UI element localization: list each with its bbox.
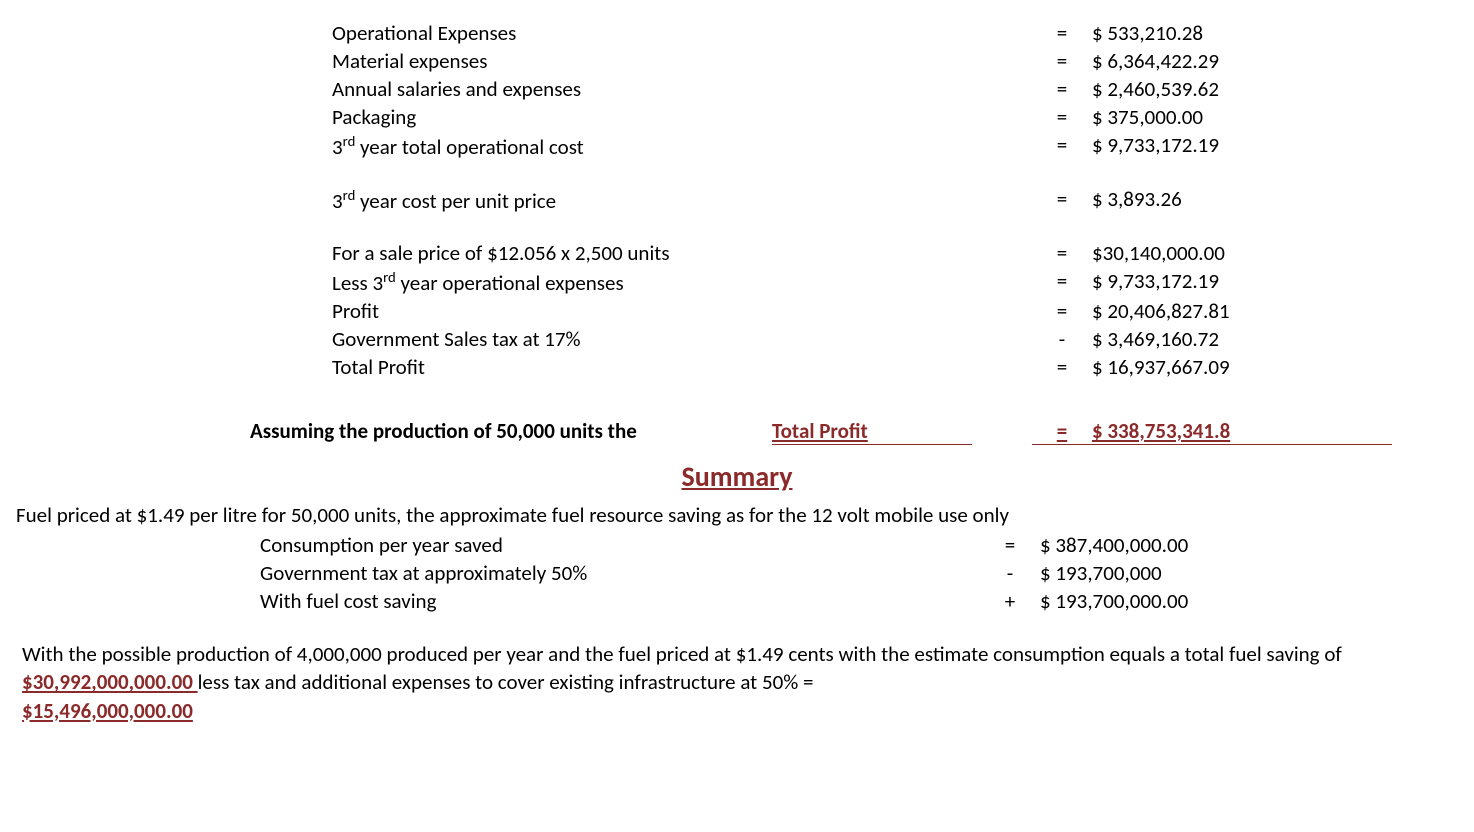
row-op: = <box>1032 240 1092 266</box>
row-value-emph: $ 16,937,667.09 <box>1092 354 1392 380</box>
closing-money-1: $30,992,000,000.00 <box>22 669 198 695</box>
row-value-emph: $ 20,406,827.81 <box>1092 298 1392 324</box>
row-op: = <box>980 532 1040 558</box>
row-value: $ 3,469,160.72 <box>1092 326 1392 352</box>
summary-heading: Summary <box>12 459 1462 494</box>
row-label-emph: With fuel cost saving <box>260 588 900 614</box>
row-value: $ 2,460,539.62 <box>1092 76 1392 102</box>
row-label: Consumption per year saved <box>260 532 900 558</box>
cost-table: Operational Expenses = $ 533,210.28 Mate… <box>12 20 1462 380</box>
blank-row <box>12 162 1392 184</box>
assumption-total-profit-label: Total Profit <box>772 418 972 445</box>
indent <box>12 20 332 46</box>
assumption-prefix: Assuming the production of 50,000 units … <box>250 418 772 444</box>
fuel-intro-text: Fuel priced at $1.49 per litre for 50,00… <box>12 502 1462 528</box>
row-label: Less 3rd year operational expenses <box>332 268 972 296</box>
assumption-line: Assuming the production of 50,000 units … <box>12 418 1462 445</box>
row-value: $ 375,000.00 <box>1092 104 1392 130</box>
row-label: Annual salaries and expenses <box>332 76 972 102</box>
row-value-emph: $ 193,700,000.00 <box>1040 588 1340 614</box>
row-value-emph: $ 9,733,172.19 <box>1092 132 1392 160</box>
row-op: - <box>1032 326 1092 352</box>
row-value: $ 9,733,172.19 <box>1092 268 1392 296</box>
row-op: = <box>1032 268 1092 296</box>
row-label: Government tax at approximately 50% <box>260 560 900 586</box>
row-label: For a sale price of $12.056 x 2,500 unit… <box>332 240 972 266</box>
row-op: = <box>1032 186 1092 214</box>
row-value: $ 193,700,000 <box>1040 560 1340 586</box>
row-value: $ 387,400,000.00 <box>1040 532 1340 558</box>
row-op: = <box>1032 20 1092 46</box>
row-op: = <box>1032 354 1092 380</box>
row-label-emph: Total Profit <box>332 354 972 380</box>
row-label: Material expenses <box>332 48 972 74</box>
row-op: = <box>1032 104 1092 130</box>
row-label-emph: Profit <box>332 298 972 324</box>
row-op: = <box>1032 48 1092 74</box>
row-op: - <box>980 560 1040 586</box>
row-op: = <box>1032 132 1092 160</box>
row-label: Government Sales tax at 17% <box>332 326 972 352</box>
row-label: 3rd year cost per unit price <box>332 186 972 214</box>
row-value: $ 3,893.26 <box>1092 186 1392 214</box>
blank-row <box>12 216 1392 238</box>
row-label: Operational Expenses <box>332 20 972 46</box>
fuel-saving-table: Consumption per year saved = $ 387,400,0… <box>12 532 1462 614</box>
closing-paragraph: With the possible production of 4,000,00… <box>12 640 1462 725</box>
assumption-op: = <box>1032 418 1092 445</box>
assumption-value: $ 338,753,341.8 <box>1092 418 1392 445</box>
closing-money-2: $15,496,000,000.00 <box>22 698 193 724</box>
row-label: Packaging <box>332 104 972 130</box>
row-op: = <box>1032 298 1092 324</box>
row-value: $ 533,210.28 <box>1092 20 1392 46</box>
row-value: $30,140,000.00 <box>1092 240 1392 266</box>
financial-document: Operational Expenses = $ 533,210.28 Mate… <box>0 0 1474 755</box>
row-label-emph: 3rd year total operational cost <box>332 132 972 160</box>
row-op: = <box>1032 76 1092 102</box>
closing-part1: With the possible production of 4,000,00… <box>22 641 1342 667</box>
row-value: $ 6,364,422.29 <box>1092 48 1392 74</box>
row-op: + <box>980 588 1040 614</box>
closing-part2: less tax and additional expenses to cove… <box>198 669 814 695</box>
